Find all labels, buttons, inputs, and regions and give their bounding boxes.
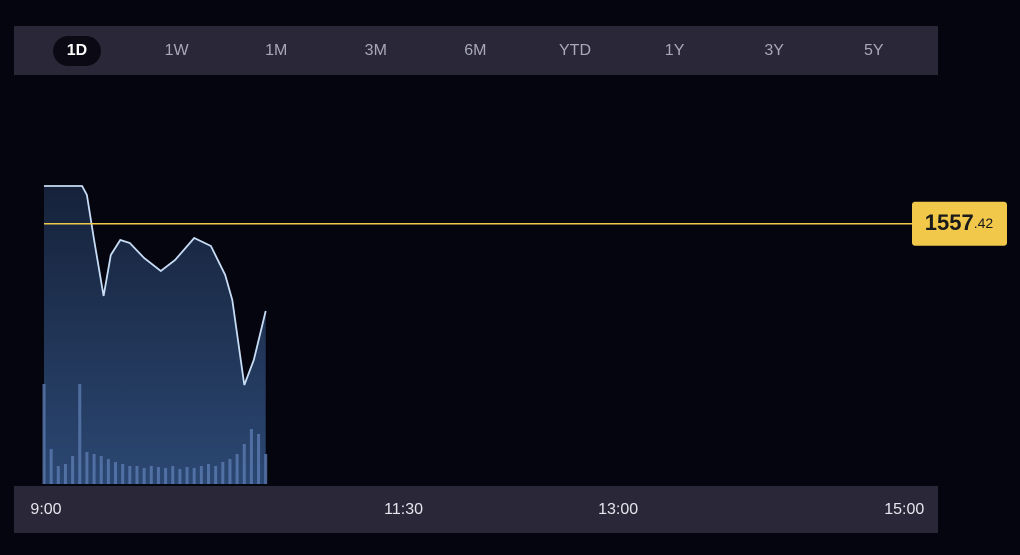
volume-bar xyxy=(92,454,96,484)
price-badge xyxy=(912,201,1007,246)
volume-bar xyxy=(149,466,153,484)
volume-bar xyxy=(178,469,182,484)
x-tick-label: 13:00 xyxy=(598,501,638,518)
volume-bar xyxy=(78,384,82,484)
range-tab[interactable]: 5Y xyxy=(864,42,884,59)
x-tick-label: 9:00 xyxy=(30,501,61,518)
volume-bar xyxy=(106,459,110,484)
volume-bar xyxy=(171,466,175,484)
range-tab[interactable]: 1Y xyxy=(665,42,685,59)
range-tab[interactable]: 1W xyxy=(165,42,190,59)
range-tab[interactable]: 1D xyxy=(67,42,87,59)
volume-bar xyxy=(49,449,53,484)
volume-bar xyxy=(199,466,203,484)
volume-bar xyxy=(42,384,46,484)
volume-bar xyxy=(63,464,67,484)
volume-bar xyxy=(85,452,89,484)
range-tab[interactable]: 3Y xyxy=(764,42,784,59)
price-area xyxy=(44,186,266,484)
volume-bar xyxy=(56,466,60,484)
range-tab[interactable]: 1M xyxy=(265,42,287,59)
price-line xyxy=(44,185,267,386)
volume-bar xyxy=(228,459,232,484)
x-tick-label: 11:30 xyxy=(384,501,423,518)
time-axis-bar xyxy=(14,486,938,533)
volume-bar xyxy=(142,468,146,484)
volume-bar xyxy=(221,462,225,484)
volume-bar xyxy=(128,466,132,484)
volume-bar xyxy=(242,444,246,484)
range-tab[interactable]: 6M xyxy=(464,42,486,59)
volume-bar xyxy=(135,466,139,484)
volume-bar xyxy=(192,468,196,484)
volume-bar xyxy=(206,464,210,484)
volume-bar xyxy=(235,454,239,484)
x-tick-label: 15:00 xyxy=(884,501,924,518)
volume-bar xyxy=(156,467,160,484)
volume-bar xyxy=(214,466,218,484)
volume-bar xyxy=(114,462,118,484)
price-label: 1557.42 xyxy=(925,210,994,235)
volume-bar xyxy=(121,464,125,484)
volume-bar xyxy=(257,434,261,484)
volume-bar xyxy=(164,468,168,484)
volume-bar xyxy=(99,456,103,484)
volume-bar xyxy=(249,429,253,484)
range-tab[interactable]: 3M xyxy=(365,42,387,59)
range-tab[interactable]: YTD xyxy=(559,42,591,59)
volume-bar xyxy=(71,456,75,484)
volume-bar xyxy=(264,454,268,484)
range-tab-bar xyxy=(14,26,938,75)
volume-bar xyxy=(185,467,189,484)
selected-tab-pill xyxy=(53,36,101,66)
